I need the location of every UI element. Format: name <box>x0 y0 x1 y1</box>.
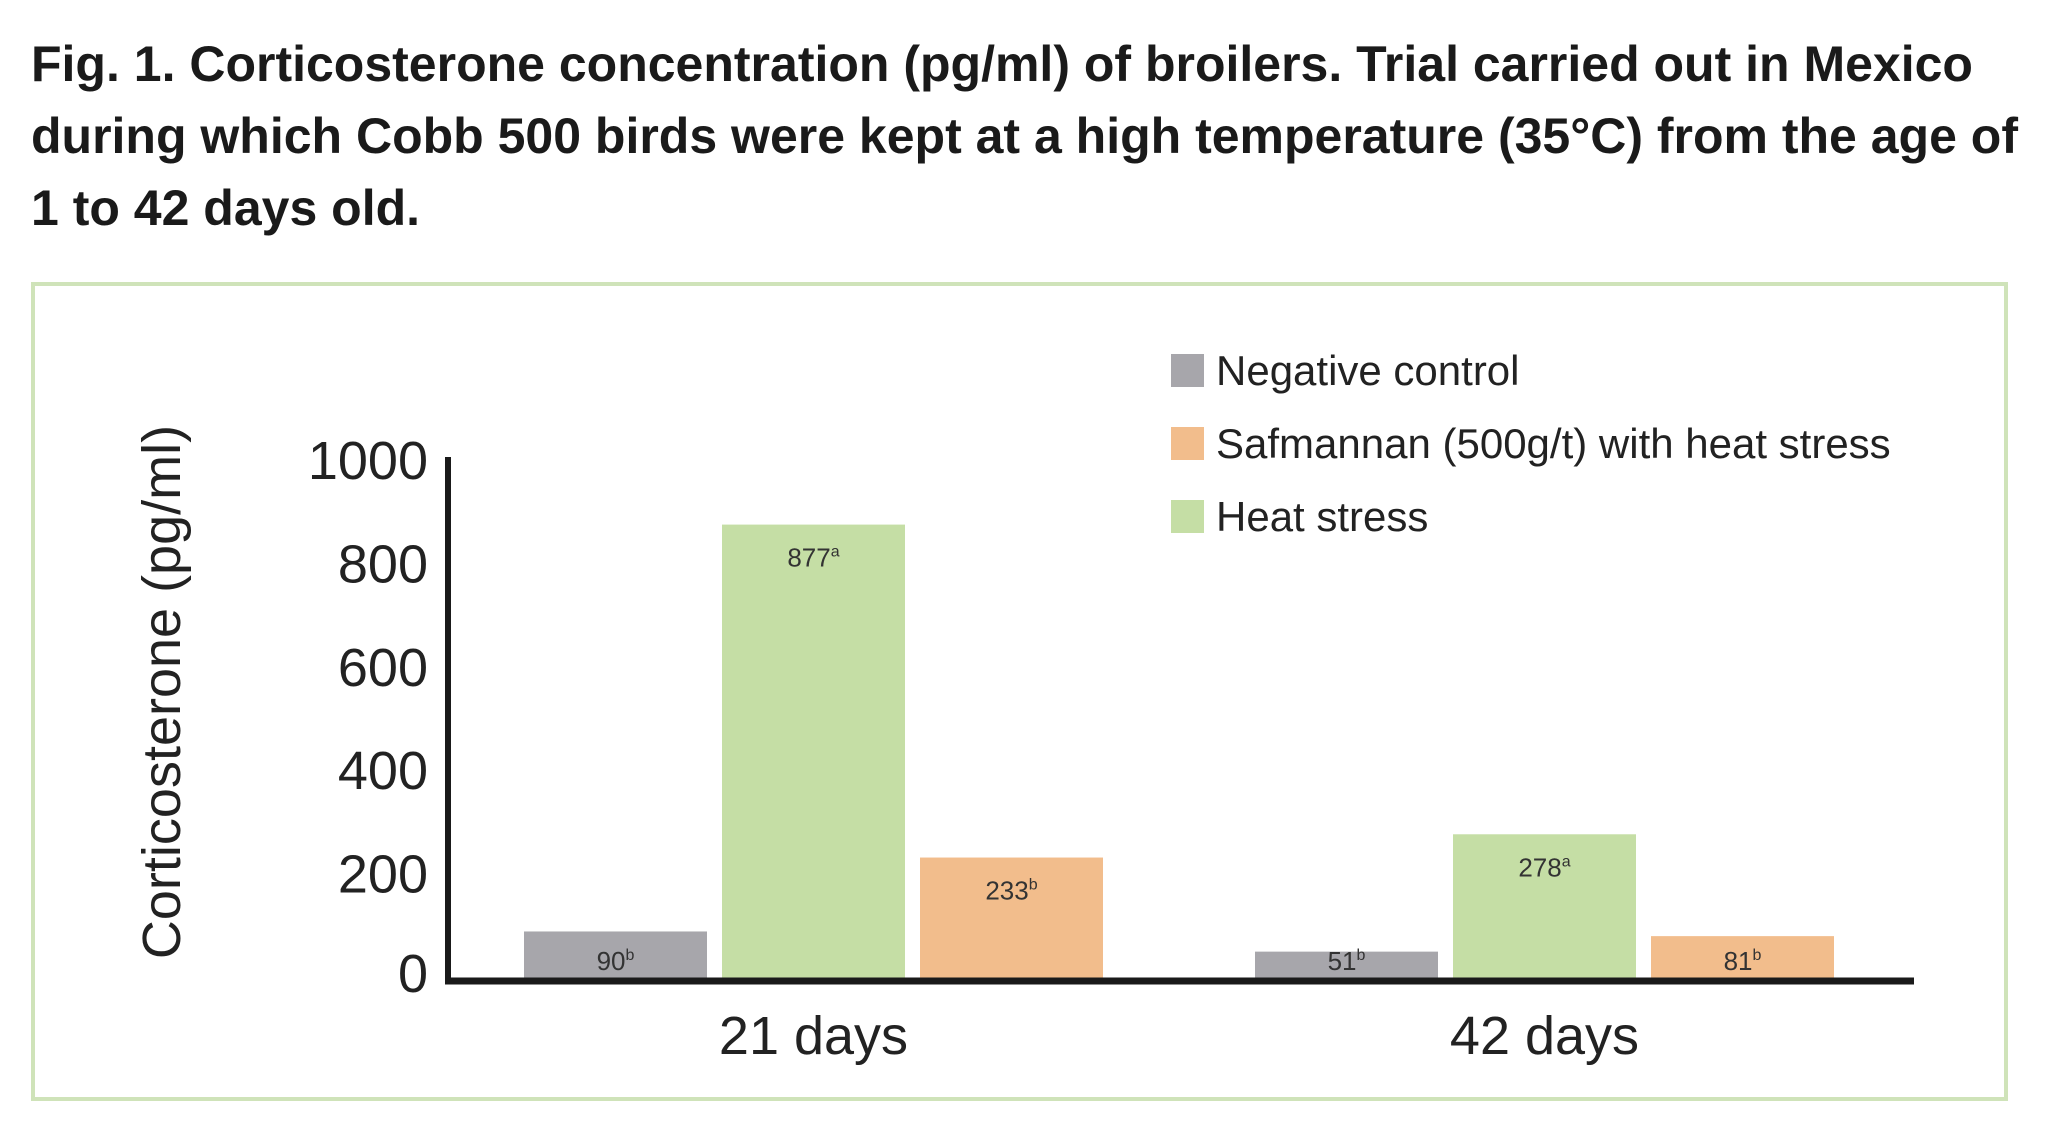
bar <box>1651 936 1834 978</box>
chart-frame <box>31 282 2008 1101</box>
bar <box>524 931 707 978</box>
y-tick-label: 600 <box>338 638 428 698</box>
significance-superscript: a <box>831 544 840 561</box>
bar-data-label: 233b <box>985 876 1037 906</box>
y-tick-label: 400 <box>338 741 428 801</box>
significance-superscript: b <box>1753 947 1762 964</box>
y-tick-labels: 0 200 400 600 800 1000 <box>308 431 428 1004</box>
y-axis-label: Corticosterone (pg/ml) <box>132 425 192 959</box>
y-tick-label: 800 <box>338 534 428 594</box>
significance-superscript: b <box>1357 947 1366 964</box>
y-tick-label: 200 <box>338 845 428 905</box>
significance-superscript: b <box>1029 877 1038 894</box>
bar <box>722 524 905 978</box>
legend-label: Heat stress <box>1216 493 1428 540</box>
legend-swatch <box>1171 354 1204 387</box>
significance-superscript: b <box>626 947 635 964</box>
legend-label: Safmannan (500g/t) with heat stress <box>1216 420 1891 467</box>
x-category-label: 42 days <box>1450 1006 1639 1066</box>
legend: Negative control Safmannan (500g/t) with … <box>1171 347 1891 540</box>
y-tick-label: 0 <box>398 944 428 1004</box>
y-tick-label: 1000 <box>308 431 428 491</box>
legend-swatch <box>1171 427 1204 460</box>
x-category-label: 21 days <box>719 1006 908 1066</box>
bar <box>1255 951 1438 978</box>
significance-superscript: a <box>1562 853 1571 870</box>
legend-swatch <box>1171 500 1204 533</box>
figure-title: Fig. 1. Corticosterone concentration (pg… <box>31 36 2018 236</box>
bar <box>1453 834 1636 978</box>
bar <box>920 857 1103 978</box>
legend-label: Negative control <box>1216 347 1520 394</box>
